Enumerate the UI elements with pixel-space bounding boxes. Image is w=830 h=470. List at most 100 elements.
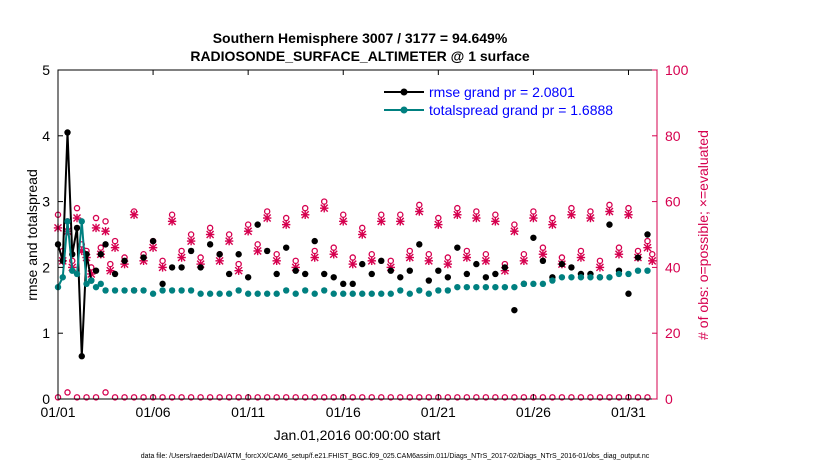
chart-title: Southern Hemisphere 3007 / 3177 = 94.649… (213, 30, 508, 46)
obs-possible-point (644, 237, 651, 245)
obs-possible-point (596, 394, 604, 401)
totalspread-point (530, 280, 537, 288)
rmse-point (634, 254, 642, 261)
obs-evaluated-point (443, 259, 453, 269)
obs-possible-point (634, 247, 642, 255)
rmse-point (263, 247, 271, 255)
obs-evaluated-point (377, 217, 386, 226)
obs-evaluated-point (586, 213, 595, 223)
obs-possible-point (482, 250, 490, 258)
rmse-point (282, 244, 290, 251)
obs-possible-point (359, 224, 366, 232)
obs-possible-point (378, 394, 385, 401)
obs-possible-point (539, 244, 547, 251)
obs-possible-point (187, 394, 195, 401)
rmse-point (606, 221, 613, 228)
obs-possible-point (168, 394, 176, 401)
obs-possible-point (558, 254, 566, 261)
y-tick-right-label: 40 (665, 259, 681, 275)
obs-evaluated-point (576, 253, 586, 262)
legend-rmse-marker (400, 88, 408, 96)
rmse-point (368, 270, 375, 278)
obs-possible-point (311, 394, 318, 401)
x-tick-label: 01/26 (516, 404, 551, 420)
totalspread-point (625, 270, 632, 278)
obs-evaluated-point (595, 263, 605, 272)
x-tick-label: 01/31 (611, 404, 646, 420)
totalspread-point (378, 290, 385, 297)
obs-possible-point (558, 394, 566, 401)
obs-evaluated-point (348, 259, 357, 269)
totalspread-point (568, 274, 575, 281)
obs-possible-point (615, 394, 623, 401)
totalspread-point (311, 290, 318, 297)
totalspread-point (492, 283, 499, 291)
obs-possible-point (301, 394, 309, 401)
obs-possible-point (197, 394, 204, 401)
rmse-point (454, 244, 461, 251)
obs-possible-point (368, 394, 376, 401)
totalspread-point (83, 280, 90, 288)
rmse-point (463, 270, 471, 278)
obs-possible-point (349, 394, 356, 401)
obs-evaluated-point (301, 210, 310, 219)
totalspread-point (416, 287, 423, 294)
totalspread-point (606, 274, 613, 281)
obs-possible-point (140, 394, 147, 401)
obs-evaluated-point (177, 253, 186, 262)
obs-evaluated-point (205, 230, 215, 239)
obs-possible-point (454, 204, 461, 212)
totalspread-point (282, 287, 290, 294)
obs-possible-point (320, 394, 328, 401)
totalspread-point (463, 283, 471, 291)
obs-possible-point (492, 211, 499, 219)
obs-possible-point (244, 221, 252, 228)
obs-possible-point (273, 250, 280, 258)
rmse-point (149, 237, 157, 245)
y-tick-right-label: 100 (665, 62, 689, 78)
totalspread-point (387, 290, 394, 297)
chart-subtitle: RADIOSONDE_SURFACE_ALTIMETER @ 1 surface (190, 48, 530, 64)
totalspread-point (501, 283, 509, 291)
obs-possible-point (568, 204, 575, 212)
totalspread-point (435, 287, 442, 294)
obs-possible-point (425, 250, 433, 258)
totalspread-point (216, 290, 223, 297)
obs-evaluated-point (624, 210, 633, 219)
rmse-point (425, 277, 433, 284)
obs-possible-point (168, 211, 176, 219)
y-tick-left-label: 1 (42, 325, 50, 341)
totalspread-point (292, 290, 299, 297)
totalspread-point (302, 287, 309, 294)
rmse-point (435, 267, 442, 274)
y-tick-left-label: 0 (42, 391, 50, 407)
rmse-point (159, 280, 166, 288)
obs-possible-point (235, 394, 242, 401)
rmse-point (387, 267, 394, 274)
obs-evaluated-point (129, 210, 139, 219)
obs-possible-point (454, 394, 461, 401)
totalspread-point (406, 290, 413, 297)
totalspread-point (97, 280, 104, 288)
rmse-point (340, 280, 347, 288)
obs-evaluated-point (648, 256, 657, 266)
obs-evaluated-point (424, 256, 434, 266)
obs-possible-point (606, 394, 613, 401)
obs-evaluated-point (415, 207, 424, 216)
obs-evaluated-point (491, 217, 500, 226)
rmse-point (78, 353, 85, 360)
legend: rmse grand pr = 2.0801 totalspread grand… (384, 84, 613, 118)
obs-evaluated-point (453, 210, 462, 219)
rmse-point (321, 270, 328, 278)
legend-rmse-label: rmse grand pr = 2.0801 (429, 84, 575, 100)
obs-evaluated-point (510, 227, 519, 236)
rmse-point (225, 270, 233, 278)
obs-possible-point (568, 394, 575, 401)
plot-frame (57, 69, 658, 400)
totalspread-point (425, 290, 433, 297)
totalspread-point (539, 280, 547, 288)
rmse-point (406, 267, 413, 274)
obs-possible-point (292, 257, 299, 265)
obs-possible-point (634, 394, 642, 401)
